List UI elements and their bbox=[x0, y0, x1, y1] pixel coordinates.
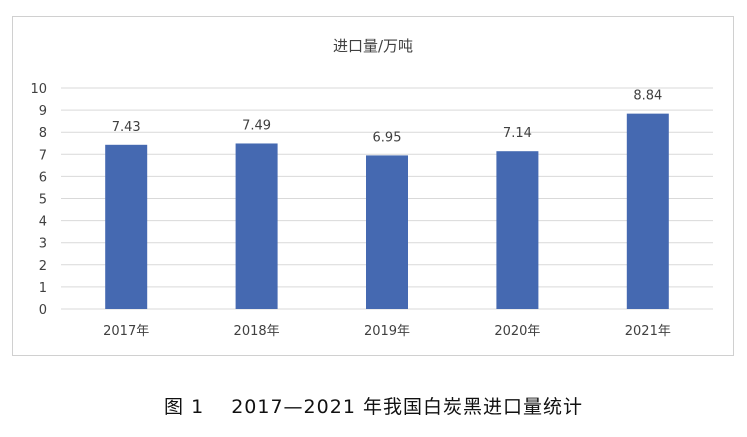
chart-frame: 进口量/万吨 0 1 2 3 4 5 6 7 8 9 10 7.43 2017年 7.49 2018年 6.9… bbox=[12, 16, 734, 356]
bar bbox=[235, 143, 278, 309]
bar bbox=[105, 144, 148, 309]
x-tick-label: 2018年 bbox=[234, 324, 280, 339]
bar-chart: 进口量/万吨 0 1 2 3 4 5 6 7 8 9 10 7.43 2017年 7.49 2018年 6.9… bbox=[30, 37, 713, 339]
data-label: 7.43 bbox=[112, 120, 141, 135]
data-label: 6.95 bbox=[373, 130, 402, 145]
y-tick-label: 10 bbox=[30, 82, 47, 97]
figure-caption: 图 1 2017—2021 年我国白炭黑进口量统计 bbox=[164, 396, 583, 418]
data-label: 7.49 bbox=[242, 118, 271, 133]
chart-title: 进口量/万吨 bbox=[333, 37, 413, 55]
bar bbox=[626, 113, 669, 309]
y-tick-label: 4 bbox=[39, 215, 47, 230]
y-tick-label: 7 bbox=[39, 148, 47, 163]
data-label: 8.84 bbox=[633, 89, 662, 104]
y-tick-label: 9 bbox=[39, 104, 47, 119]
y-tick-label: 8 bbox=[39, 126, 47, 141]
y-tick-label: 3 bbox=[39, 237, 47, 252]
y-tick-label: 2 bbox=[39, 259, 47, 274]
x-tick-label: 2021年 bbox=[625, 324, 671, 339]
y-tick-label: 1 bbox=[39, 281, 47, 296]
y-tick-label: 0 bbox=[39, 303, 47, 318]
x-tick-label: 2020年 bbox=[494, 324, 540, 339]
data-label: 7.14 bbox=[503, 126, 532, 141]
y-tick-label: 6 bbox=[39, 170, 47, 185]
bar bbox=[496, 151, 539, 309]
y-tick-label: 5 bbox=[39, 193, 47, 208]
bar bbox=[366, 155, 408, 309]
x-tick-label: 2019年 bbox=[364, 324, 410, 339]
x-tick-label: 2017年 bbox=[103, 324, 149, 339]
